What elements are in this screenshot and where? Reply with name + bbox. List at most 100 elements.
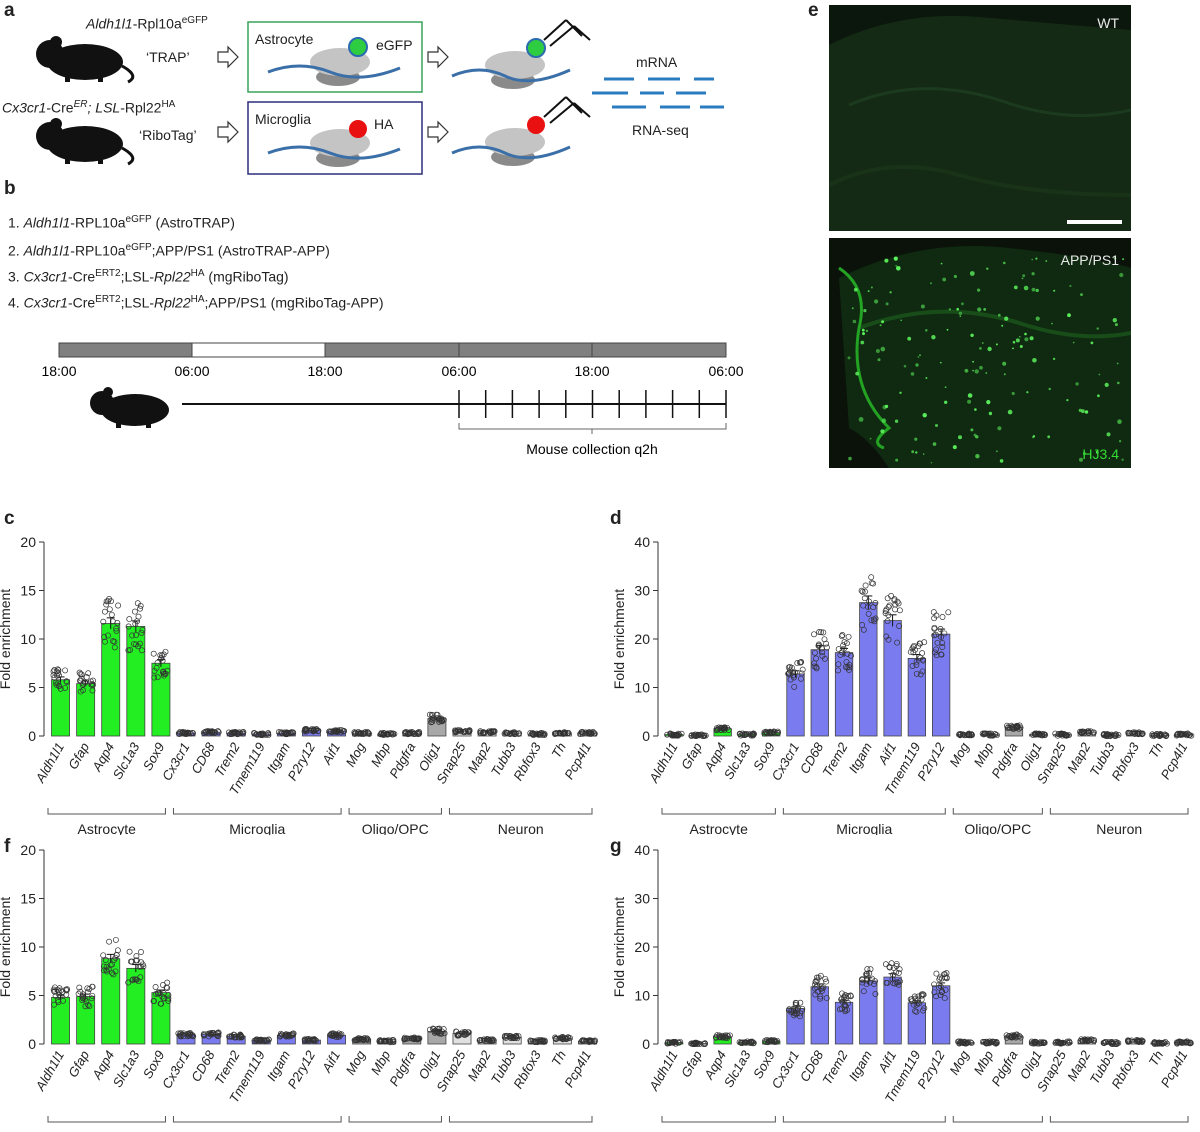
data-point — [1125, 1038, 1132, 1044]
data-point — [89, 992, 96, 999]
data-point — [1088, 1036, 1095, 1043]
data-point — [896, 966, 903, 973]
data-point — [785, 664, 792, 671]
data-point — [912, 1008, 918, 1015]
data-point — [814, 977, 821, 984]
data-point — [865, 610, 872, 617]
data-point — [338, 727, 345, 734]
data-point — [739, 731, 746, 738]
plaque-dot — [896, 266, 901, 271]
data-point — [967, 1039, 974, 1046]
data-point — [79, 997, 86, 1004]
plaque-dot — [974, 408, 977, 411]
app-ps1-label: APP/PS1 — [1060, 252, 1119, 268]
data-point — [743, 1039, 749, 1046]
data-point — [672, 1040, 679, 1047]
plaque-dot — [1035, 316, 1040, 321]
y-tick-label: 30 — [634, 891, 650, 907]
data-point — [453, 1028, 460, 1035]
data-point — [673, 732, 680, 739]
plaque-dot — [1026, 391, 1029, 394]
data-point — [507, 1033, 514, 1040]
plaque-dot — [894, 419, 899, 423]
mouse1-genotype: Aldh1l1-Rpl10aeGFP — [86, 15, 208, 32]
data-point — [787, 676, 794, 683]
category-label: Itgam — [846, 740, 875, 776]
data-point — [579, 729, 586, 735]
data-point — [414, 1036, 421, 1043]
plaque-dot — [958, 311, 963, 316]
data-point — [353, 1036, 360, 1043]
data-point — [289, 1030, 296, 1037]
plaque-dot — [964, 368, 969, 373]
category-label: Aif1 — [318, 740, 343, 768]
data-point — [895, 600, 902, 607]
data-point — [1157, 730, 1164, 737]
plaque-dot — [995, 343, 998, 346]
data-point — [1163, 733, 1170, 739]
group-bracket — [47, 808, 166, 815]
plaque-dot — [1029, 336, 1034, 341]
data-point — [1091, 1036, 1097, 1043]
plaque-dot — [861, 328, 865, 332]
data-point — [361, 729, 368, 736]
data-point — [88, 995, 95, 1002]
data-point — [816, 629, 823, 635]
data-point — [910, 1001, 917, 1008]
y-tick-label: 20 — [20, 842, 36, 858]
data-point — [111, 956, 118, 963]
category-label: Slc1a3 — [110, 1047, 143, 1090]
data-point — [1077, 1038, 1084, 1044]
data-point — [465, 1029, 471, 1036]
data-point — [390, 1038, 397, 1045]
category-label: Mog — [946, 739, 972, 769]
data-point — [882, 608, 889, 614]
data-point — [883, 633, 890, 640]
data-point — [813, 665, 820, 672]
data-point — [938, 634, 945, 641]
data-point — [254, 1036, 261, 1043]
data-point — [868, 617, 875, 624]
plaque-dot — [942, 277, 947, 282]
data-point — [214, 728, 221, 735]
category-label: Aldh1l1 — [32, 1048, 67, 1094]
plaque-dot — [982, 342, 984, 344]
plaque-dot — [870, 286, 873, 289]
data-point — [429, 717, 436, 724]
plaque-dot — [1007, 409, 1013, 415]
data-point — [859, 588, 866, 595]
data-point — [937, 991, 944, 998]
data-point — [134, 957, 140, 964]
group-bracket — [952, 808, 1043, 815]
data-point — [587, 1038, 594, 1045]
data-point — [984, 730, 990, 737]
data-point — [337, 1031, 344, 1038]
data-point — [102, 638, 108, 645]
y-tick-label: 15 — [20, 583, 36, 599]
plaque-dot — [1035, 257, 1038, 260]
data-point — [957, 730, 964, 737]
data-point — [811, 985, 818, 992]
data-point — [868, 574, 875, 581]
data-point — [895, 981, 902, 988]
data-point — [490, 1037, 497, 1044]
data-point — [956, 1038, 963, 1045]
category-label: Th — [548, 740, 569, 761]
data-point — [83, 674, 90, 681]
data-point — [564, 730, 571, 737]
data-point — [1127, 730, 1134, 737]
data-point — [938, 651, 945, 658]
data-point — [1175, 1039, 1182, 1045]
data-point — [106, 938, 113, 945]
data-point — [1041, 1039, 1048, 1046]
data-point — [1077, 728, 1084, 735]
data-point — [130, 640, 137, 647]
group-label: Astrocyte — [78, 821, 137, 835]
data-point — [165, 997, 172, 1004]
data-point — [960, 1040, 967, 1047]
data-point — [558, 730, 565, 737]
data-point — [431, 1028, 438, 1035]
plaque-dot — [1097, 394, 1100, 398]
plaque-dot — [986, 267, 989, 270]
